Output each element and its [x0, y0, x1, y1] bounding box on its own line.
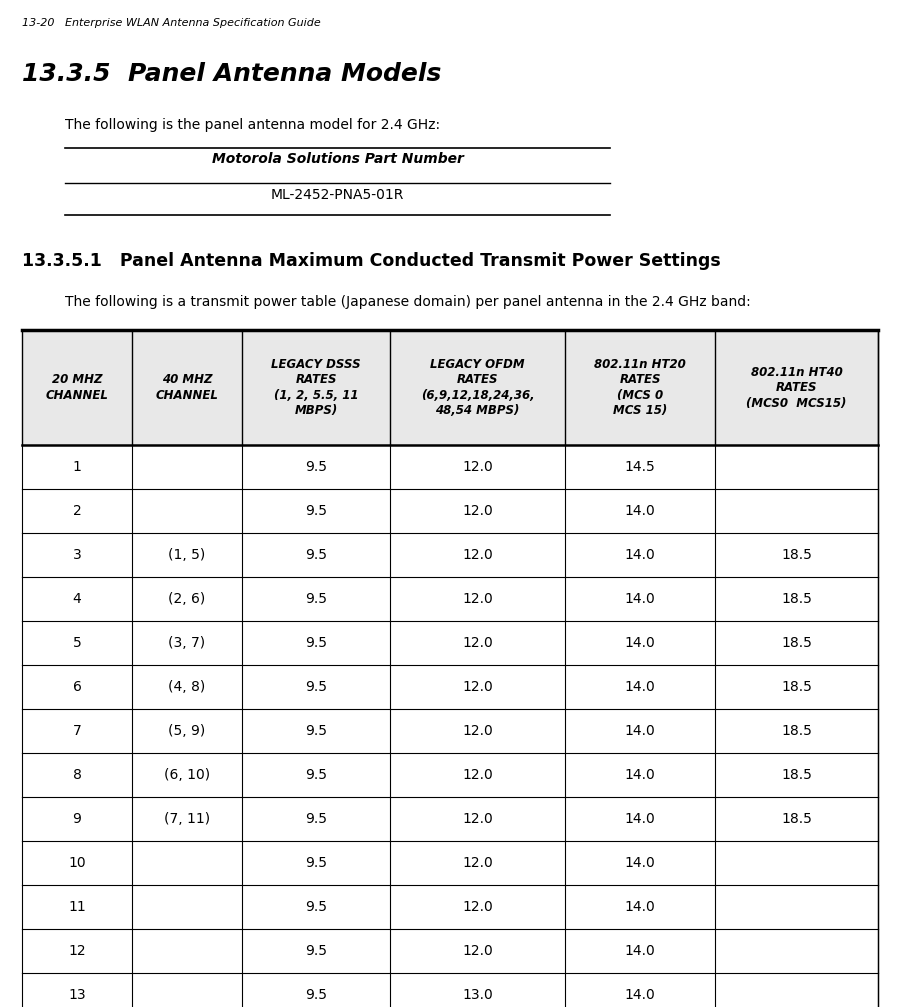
Text: 14.0: 14.0	[625, 812, 655, 826]
Text: Motorola Solutions Part Number: Motorola Solutions Part Number	[212, 152, 464, 166]
Text: 11: 11	[68, 900, 86, 914]
Text: 9.5: 9.5	[305, 680, 327, 694]
Text: The following is a transmit power table (Japanese domain) per panel antenna in t: The following is a transmit power table …	[65, 295, 751, 309]
Text: 14.0: 14.0	[625, 900, 655, 914]
Text: 9.5: 9.5	[305, 724, 327, 738]
Text: 9.5: 9.5	[305, 856, 327, 870]
Text: 14.0: 14.0	[625, 504, 655, 518]
Text: 9.5: 9.5	[305, 592, 327, 606]
Text: 14.0: 14.0	[625, 988, 655, 1002]
Text: 9.5: 9.5	[305, 900, 327, 914]
Text: 18.5: 18.5	[781, 680, 812, 694]
Text: (7, 11): (7, 11)	[164, 812, 210, 826]
Text: 9.5: 9.5	[305, 504, 327, 518]
Text: 14.0: 14.0	[625, 944, 655, 958]
Text: 14.0: 14.0	[625, 856, 655, 870]
Text: 18.5: 18.5	[781, 768, 812, 782]
Text: (2, 6): (2, 6)	[168, 592, 205, 606]
Text: 13: 13	[68, 988, 86, 1002]
Text: 12.0: 12.0	[462, 548, 493, 562]
Text: 18.5: 18.5	[781, 724, 812, 738]
Text: 13.0: 13.0	[462, 988, 493, 1002]
Text: 14.0: 14.0	[625, 592, 655, 606]
Text: 1: 1	[73, 460, 81, 474]
Text: 5: 5	[73, 636, 81, 650]
Text: 9.5: 9.5	[305, 812, 327, 826]
Text: 18.5: 18.5	[781, 636, 812, 650]
Text: 12.0: 12.0	[462, 944, 493, 958]
Text: 14.0: 14.0	[625, 724, 655, 738]
Text: 13.3.5  Panel Antenna Models: 13.3.5 Panel Antenna Models	[22, 62, 441, 86]
Text: 9.5: 9.5	[305, 944, 327, 958]
Text: 9.5: 9.5	[305, 768, 327, 782]
Text: LEGACY DSSS
RATES
(1, 2, 5.5, 11
MBPS): LEGACY DSSS RATES (1, 2, 5.5, 11 MBPS)	[271, 357, 361, 417]
Text: 40 MHZ
CHANNEL: 40 MHZ CHANNEL	[156, 374, 219, 402]
Text: 802.11n HT40
RATES
(MCS0  MCS15): 802.11n HT40 RATES (MCS0 MCS15)	[746, 366, 847, 410]
Text: (3, 7): (3, 7)	[168, 636, 205, 650]
Text: 13.3.5.1   Panel Antenna Maximum Conducted Transmit Power Settings: 13.3.5.1 Panel Antenna Maximum Conducted…	[22, 252, 721, 270]
Text: 14.0: 14.0	[625, 768, 655, 782]
Text: 12.0: 12.0	[462, 680, 493, 694]
Text: 12.0: 12.0	[462, 504, 493, 518]
Text: 9: 9	[73, 812, 81, 826]
Text: 802.11n HT20
RATES
(MCS 0
MCS 15): 802.11n HT20 RATES (MCS 0 MCS 15)	[594, 357, 686, 417]
Text: 20 MHZ
CHANNEL: 20 MHZ CHANNEL	[46, 374, 108, 402]
Text: (1, 5): (1, 5)	[168, 548, 205, 562]
Text: 4: 4	[73, 592, 81, 606]
Text: 12.0: 12.0	[462, 768, 493, 782]
Text: 10: 10	[68, 856, 86, 870]
Text: 12: 12	[68, 944, 86, 958]
Text: 9.5: 9.5	[305, 636, 327, 650]
Text: 12.0: 12.0	[462, 856, 493, 870]
Text: 8: 8	[73, 768, 81, 782]
Text: 12.0: 12.0	[462, 724, 493, 738]
Text: (5, 9): (5, 9)	[168, 724, 205, 738]
Text: 12.0: 12.0	[462, 900, 493, 914]
Text: 12.0: 12.0	[462, 812, 493, 826]
Text: 7: 7	[73, 724, 81, 738]
Text: 12.0: 12.0	[462, 460, 493, 474]
Text: 14.0: 14.0	[625, 680, 655, 694]
Text: 9.5: 9.5	[305, 460, 327, 474]
Text: 18.5: 18.5	[781, 592, 812, 606]
Text: 12.0: 12.0	[462, 592, 493, 606]
Text: 18.5: 18.5	[781, 548, 812, 562]
Text: 6: 6	[73, 680, 81, 694]
Text: (4, 8): (4, 8)	[168, 680, 205, 694]
Text: 18.5: 18.5	[781, 812, 812, 826]
Text: LEGACY OFDM
RATES
(6,9,12,18,24,36,
48,54 MBPS): LEGACY OFDM RATES (6,9,12,18,24,36, 48,5…	[420, 357, 535, 417]
Text: 2: 2	[73, 504, 81, 518]
Text: 3: 3	[73, 548, 81, 562]
Text: ML-2452-PNA5-01R: ML-2452-PNA5-01R	[271, 188, 404, 202]
Bar	[22, 330, 878, 445]
Text: 12.0: 12.0	[462, 636, 493, 650]
Text: (6, 10): (6, 10)	[164, 768, 210, 782]
Text: 9.5: 9.5	[305, 548, 327, 562]
Text: 13-20   Enterprise WLAN Antenna Specification Guide: 13-20 Enterprise WLAN Antenna Specificat…	[22, 18, 320, 28]
Text: 14.5: 14.5	[625, 460, 655, 474]
Text: 14.0: 14.0	[625, 636, 655, 650]
Text: 9.5: 9.5	[305, 988, 327, 1002]
Text: 14.0: 14.0	[625, 548, 655, 562]
Text: The following is the panel antenna model for 2.4 GHz:: The following is the panel antenna model…	[65, 118, 440, 132]
